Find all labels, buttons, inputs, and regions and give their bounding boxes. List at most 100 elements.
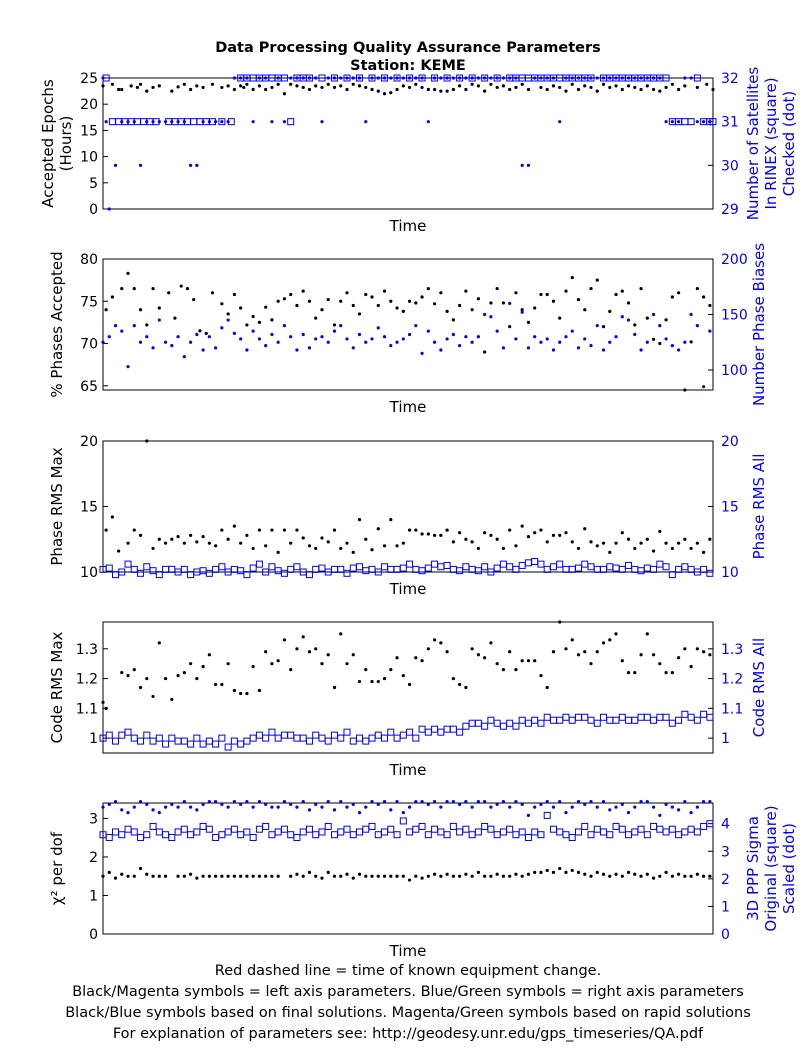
data-point-dot bbox=[132, 805, 136, 809]
data-point-dot bbox=[558, 620, 562, 624]
data-point-dot bbox=[220, 874, 224, 878]
data-point-dot bbox=[210, 291, 215, 295]
data-point-square bbox=[249, 564, 257, 572]
data-point-dot bbox=[683, 388, 687, 392]
data-point-square bbox=[449, 565, 457, 573]
data-point-square bbox=[381, 74, 389, 82]
data-point-dot bbox=[695, 872, 699, 876]
data-point-dot bbox=[251, 329, 255, 333]
data-point-dot bbox=[401, 84, 405, 88]
data-point-dot bbox=[157, 120, 161, 124]
data-point-square bbox=[706, 820, 714, 828]
data-point-dot bbox=[364, 292, 368, 297]
data-point-dot bbox=[407, 682, 412, 687]
data-point-dot bbox=[676, 120, 681, 124]
data-point-dot bbox=[533, 335, 537, 339]
data-point-dot bbox=[558, 533, 562, 537]
data-point-dot bbox=[345, 337, 349, 341]
y-tick-label-right: 10 bbox=[721, 565, 739, 581]
data-point-dot bbox=[314, 546, 318, 551]
data-point-dot bbox=[126, 874, 130, 878]
data-point-square bbox=[431, 825, 439, 833]
data-point-dot bbox=[351, 653, 355, 657]
data-point-dot bbox=[289, 874, 293, 878]
data-point-dot bbox=[601, 800, 606, 804]
data-point-square bbox=[468, 74, 476, 82]
data-point-square bbox=[343, 74, 351, 82]
y-axis-label-left-line: Accepted Epochs bbox=[39, 79, 57, 208]
data-point-square bbox=[693, 74, 701, 82]
data-point-square bbox=[631, 828, 639, 836]
data-point-dot bbox=[676, 656, 681, 660]
data-point-dot bbox=[264, 650, 268, 654]
data-point-dot bbox=[483, 531, 487, 535]
data-point-dot bbox=[689, 874, 693, 878]
data-point-square bbox=[155, 828, 163, 836]
data-point-dot bbox=[664, 85, 668, 90]
data-point-dot bbox=[676, 872, 681, 876]
y-tick-label-left: 20 bbox=[80, 97, 98, 113]
data-point-dot bbox=[508, 325, 512, 329]
data-point-dot bbox=[257, 688, 262, 693]
data-point-square bbox=[687, 565, 695, 573]
data-point-dot bbox=[564, 76, 568, 80]
data-point-dot bbox=[676, 291, 681, 295]
data-point-dot bbox=[210, 82, 215, 86]
data-point-square bbox=[499, 828, 507, 836]
data-point-square bbox=[287, 118, 295, 126]
chart-panel-5: 0 1 2 3 0 1 2 3 4 Time χ² per dof 3D PPP SigmaOrigi… bbox=[48, 800, 798, 960]
data-point-square bbox=[549, 563, 557, 571]
data-point-dot bbox=[439, 89, 443, 93]
data-point-dot bbox=[239, 541, 243, 545]
data-point-dot bbox=[483, 874, 487, 878]
data-point-dot bbox=[163, 805, 168, 809]
data-point-square bbox=[324, 822, 332, 830]
data-point-dot bbox=[608, 874, 612, 878]
data-point-dot bbox=[595, 870, 599, 874]
data-point-dot bbox=[157, 537, 161, 541]
y-tick-label-left: 10 bbox=[80, 565, 98, 581]
data-point-square bbox=[681, 828, 689, 836]
data-point-dot bbox=[651, 76, 656, 80]
data-point-dot bbox=[476, 297, 480, 301]
data-point-dot bbox=[664, 337, 668, 341]
data-point-dot bbox=[426, 647, 430, 651]
data-point-dot bbox=[201, 348, 205, 352]
data-point-square bbox=[318, 564, 326, 572]
data-point-dot bbox=[639, 800, 643, 804]
data-point-dot bbox=[401, 309, 405, 313]
data-point-dot bbox=[382, 289, 387, 293]
data-point-square bbox=[537, 719, 545, 727]
data-point-dot bbox=[395, 800, 399, 804]
data-point-square bbox=[418, 822, 426, 830]
data-point-dot bbox=[551, 76, 556, 80]
data-point-dot bbox=[420, 295, 424, 299]
data-point-dot bbox=[501, 301, 506, 305]
data-point-dot bbox=[420, 76, 424, 80]
data-point-dot bbox=[257, 320, 262, 324]
data-point-dot bbox=[420, 800, 424, 804]
y-tick-label-right: 1.3 bbox=[721, 642, 743, 658]
data-point-square bbox=[356, 563, 364, 571]
data-point-dot bbox=[110, 82, 114, 86]
data-point-dot bbox=[251, 665, 255, 669]
data-point-square bbox=[662, 563, 670, 571]
data-point-square bbox=[343, 825, 351, 833]
data-point-dot bbox=[138, 82, 143, 86]
data-point-dot bbox=[226, 312, 230, 316]
data-point-square bbox=[687, 118, 695, 126]
data-point-square bbox=[700, 710, 708, 718]
data-point-square bbox=[299, 734, 307, 742]
data-point-dot bbox=[451, 800, 455, 804]
data-point-dot bbox=[326, 82, 330, 86]
data-point-dot bbox=[695, 120, 699, 124]
data-point-dot bbox=[445, 650, 449, 654]
data-point-dot bbox=[651, 312, 656, 317]
data-point-dot bbox=[708, 120, 712, 124]
data-point-square bbox=[368, 74, 376, 82]
data-point-dot bbox=[226, 84, 230, 88]
data-point-dot bbox=[476, 84, 480, 88]
data-point-square bbox=[456, 74, 464, 82]
data-point-dot bbox=[526, 87, 531, 92]
data-point-dot bbox=[426, 532, 430, 536]
